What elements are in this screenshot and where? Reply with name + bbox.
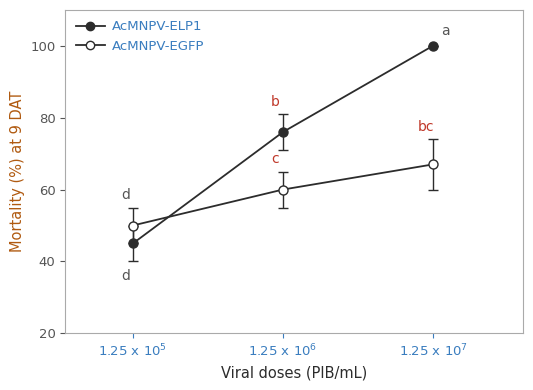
Text: bc: bc [417, 120, 434, 134]
Text: d: d [121, 188, 130, 202]
X-axis label: Viral doses (PIB/mL): Viral doses (PIB/mL) [221, 365, 367, 380]
Text: a: a [441, 25, 449, 39]
Text: c: c [272, 152, 279, 166]
Legend: AcMNPV-ELP1, AcMNPV-EGFP: AcMNPV-ELP1, AcMNPV-EGFP [72, 16, 208, 57]
Text: b: b [271, 95, 280, 109]
Text: d: d [121, 269, 130, 283]
Y-axis label: Mortality (%) at 9 DAT: Mortality (%) at 9 DAT [10, 91, 25, 252]
